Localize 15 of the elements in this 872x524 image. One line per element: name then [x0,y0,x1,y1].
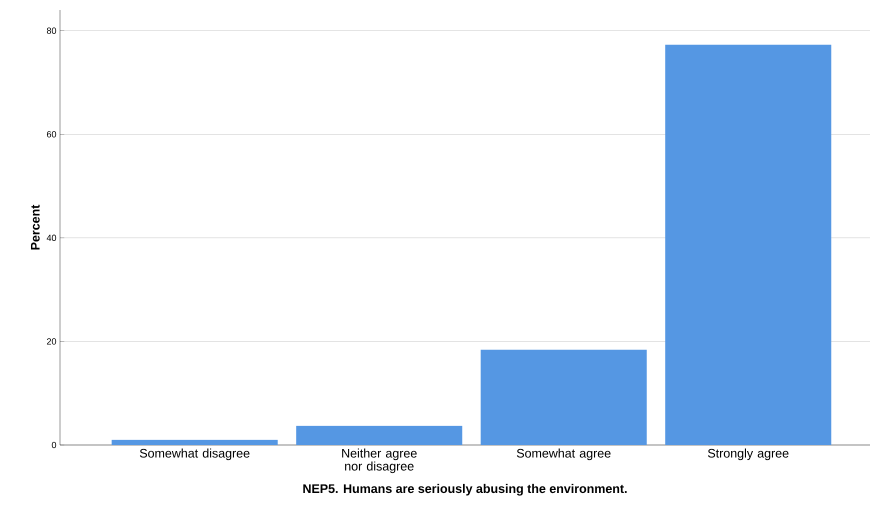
y-tick-label: 20 [46,338,56,345]
x-tick-label: Somewhat agree [516,448,611,460]
y-tick-label: 40 [46,234,56,242]
y-tick-label: 0 [52,442,56,448]
x-tick-label: Strongly agree [708,448,789,460]
y-axis-title: Percent [30,204,40,250]
bar [112,440,278,445]
bar [665,44,832,445]
x-tick-label: Neither agree nor disagree [342,448,417,474]
bar [296,426,462,445]
x-tick-label: Somewhat disagree [140,448,250,460]
y-tick-label: 80 [46,28,56,34]
bar [480,350,647,445]
x-axis-title: NEP5. Humans are seriously abusing the environment. [303,484,627,496]
y-tick-label: 60 [46,131,56,138]
